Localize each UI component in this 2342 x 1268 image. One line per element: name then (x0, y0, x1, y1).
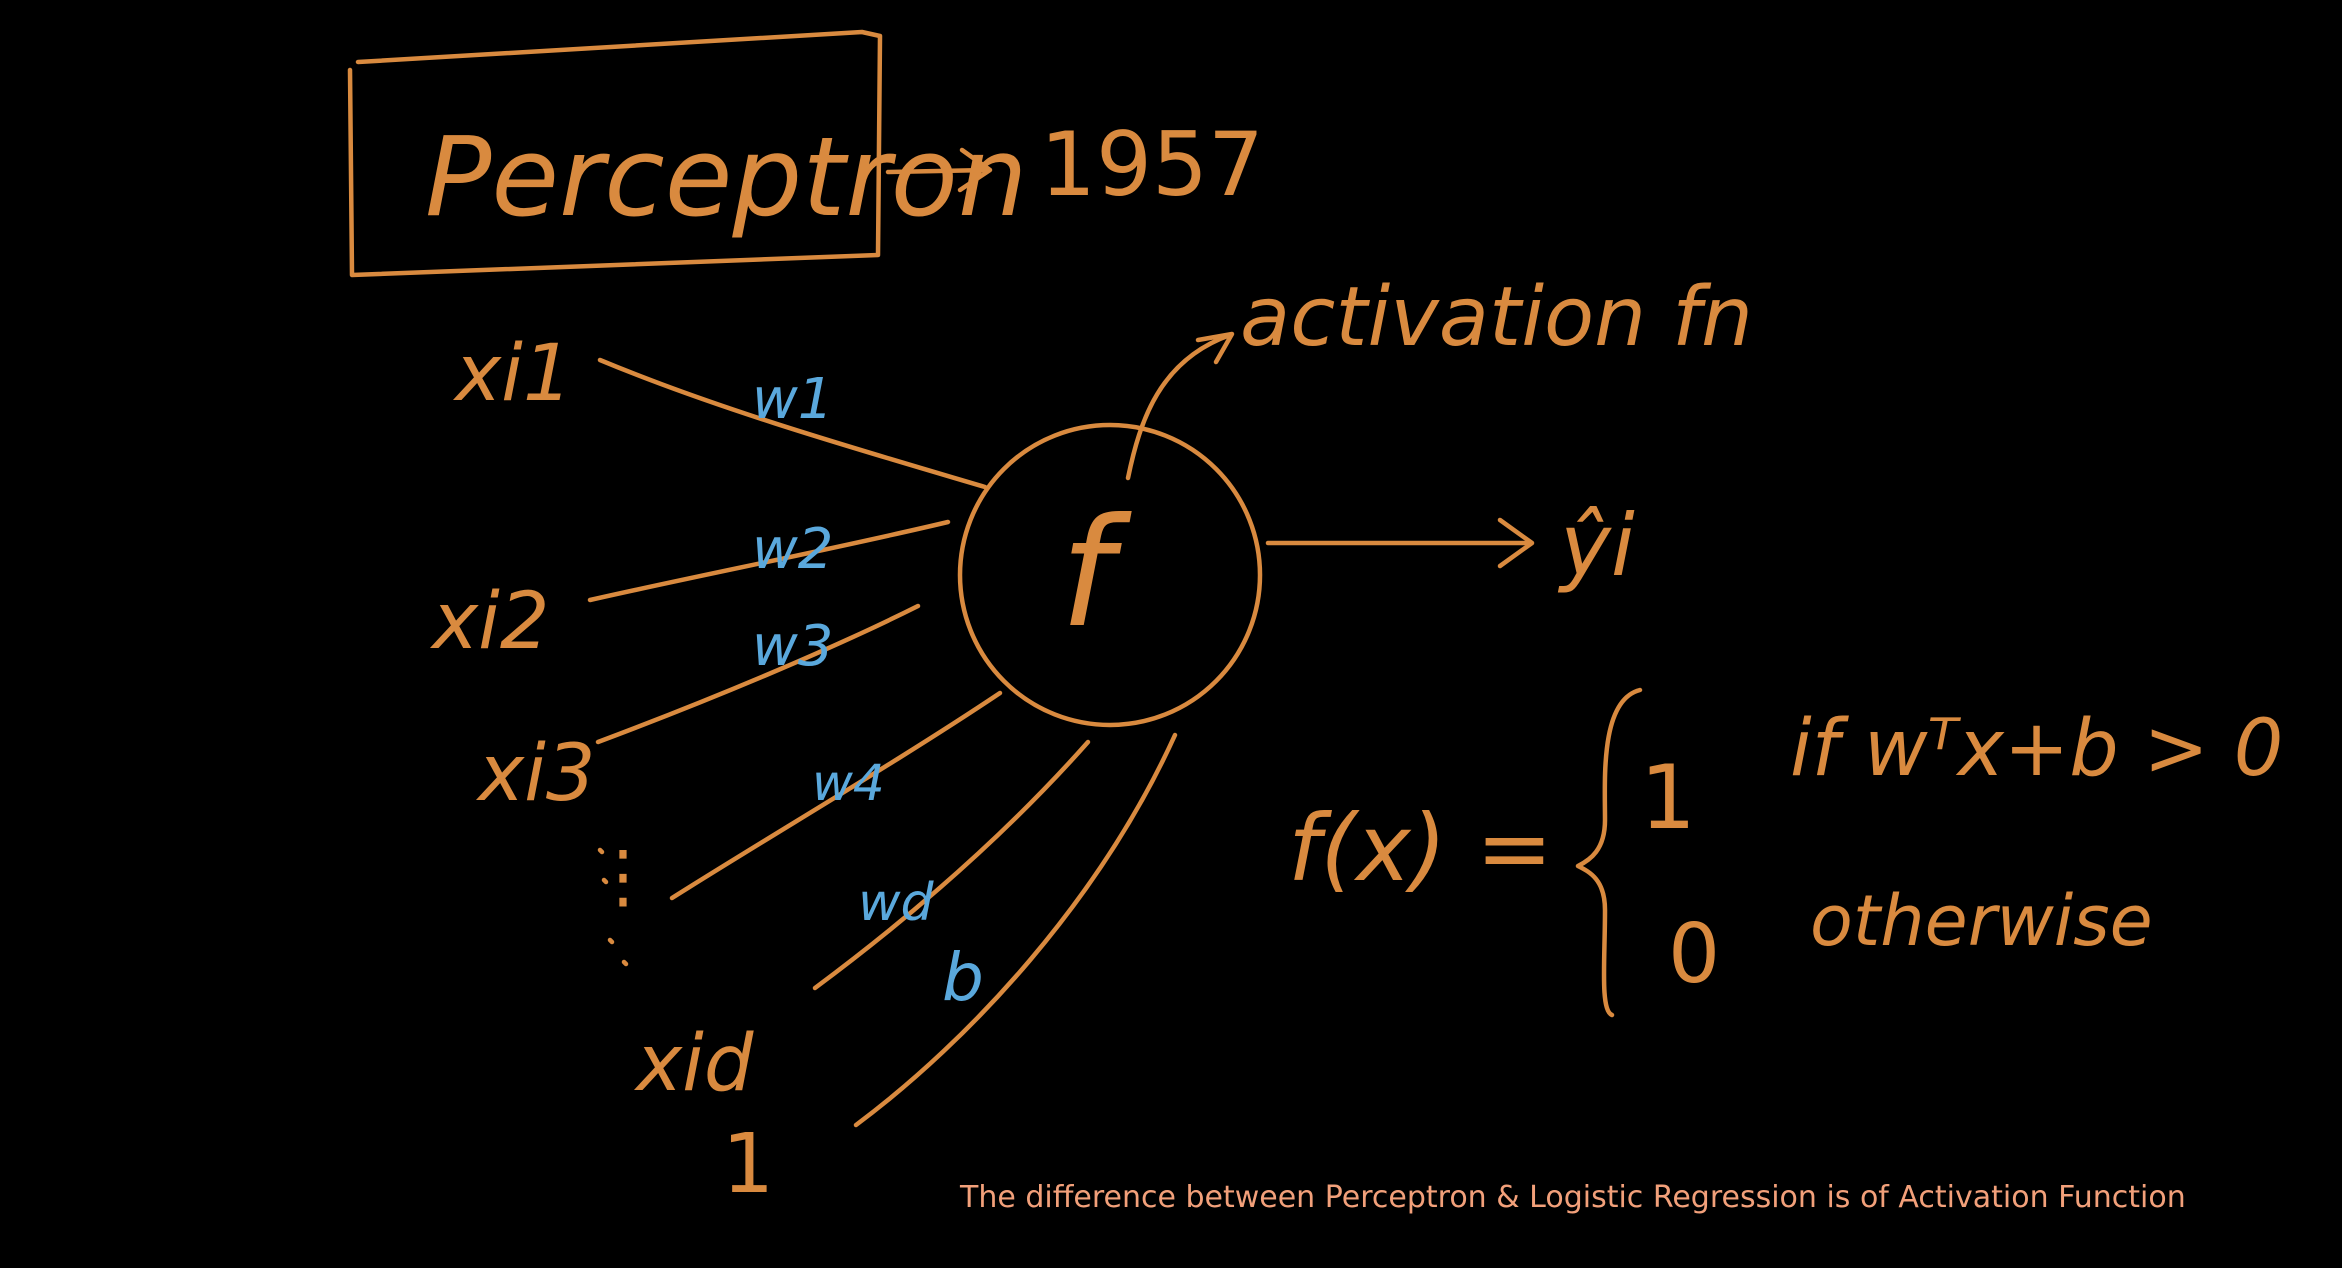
input-6: 1 b (722, 732, 1178, 1212)
weight-label-5: wd (858, 873, 935, 933)
weight-label-6: b (942, 939, 984, 1016)
weight-label-4: w4 (812, 754, 885, 812)
formula-case1-condition: if wᵀx+b > 0 (1790, 704, 2283, 794)
output-label: ŷi (1557, 496, 1635, 596)
input-2: xi2 w2 (429, 517, 951, 667)
title-box (347, 29, 883, 278)
activation-label: activation fn (1240, 270, 1753, 365)
weight-label-3: w3 (752, 614, 833, 679)
neuron-circle (957, 422, 1263, 728)
input-edge-2 (587, 519, 951, 603)
input-label-4: ⋮ (588, 835, 658, 917)
output-arrow-head (1497, 517, 1535, 569)
input-3: xi3 w3 (475, 603, 921, 819)
formula-case2-condition: otherwise (1810, 880, 2153, 962)
input-edge-4 (669, 690, 1003, 901)
input-edge-1 (597, 357, 988, 490)
neuron-label: f (1060, 487, 1132, 661)
input-label-2: xi2 (429, 577, 549, 667)
input-edge-3 (595, 603, 921, 745)
input-label-1: xi1 (452, 329, 572, 419)
ellipsis-dots (597, 847, 629, 967)
title-text: Perceptron (425, 113, 1028, 241)
formula-lhs: f(x) = (1288, 795, 1553, 902)
formula-case2-value: 0 (1668, 907, 1720, 1002)
caption-text: The difference between Perceptron & Logi… (959, 1180, 2186, 1215)
year-arrow (885, 167, 991, 175)
input-1: xi1 w1 (452, 329, 988, 490)
weight-label-2: w2 (752, 517, 833, 582)
input-label-5: xid (633, 1019, 754, 1109)
activation-arrow (1125, 332, 1233, 481)
formula-brace (1575, 687, 1643, 1018)
input-5: xid wd (633, 739, 1091, 1109)
input-label-6: 1 (722, 1117, 774, 1212)
input-edge-6 (853, 732, 1178, 1128)
input-label-3: xi3 (475, 729, 595, 819)
formula-case1-value: 1 (1640, 746, 1696, 849)
year-arrow-head (957, 147, 993, 193)
input-edge-5 (812, 739, 1091, 991)
year-text: 1957 (1040, 113, 1264, 216)
activation-arrow-head (1195, 331, 1235, 365)
input-4: ⋮ w4 (588, 690, 1003, 917)
weight-label-1: w1 (752, 367, 833, 432)
